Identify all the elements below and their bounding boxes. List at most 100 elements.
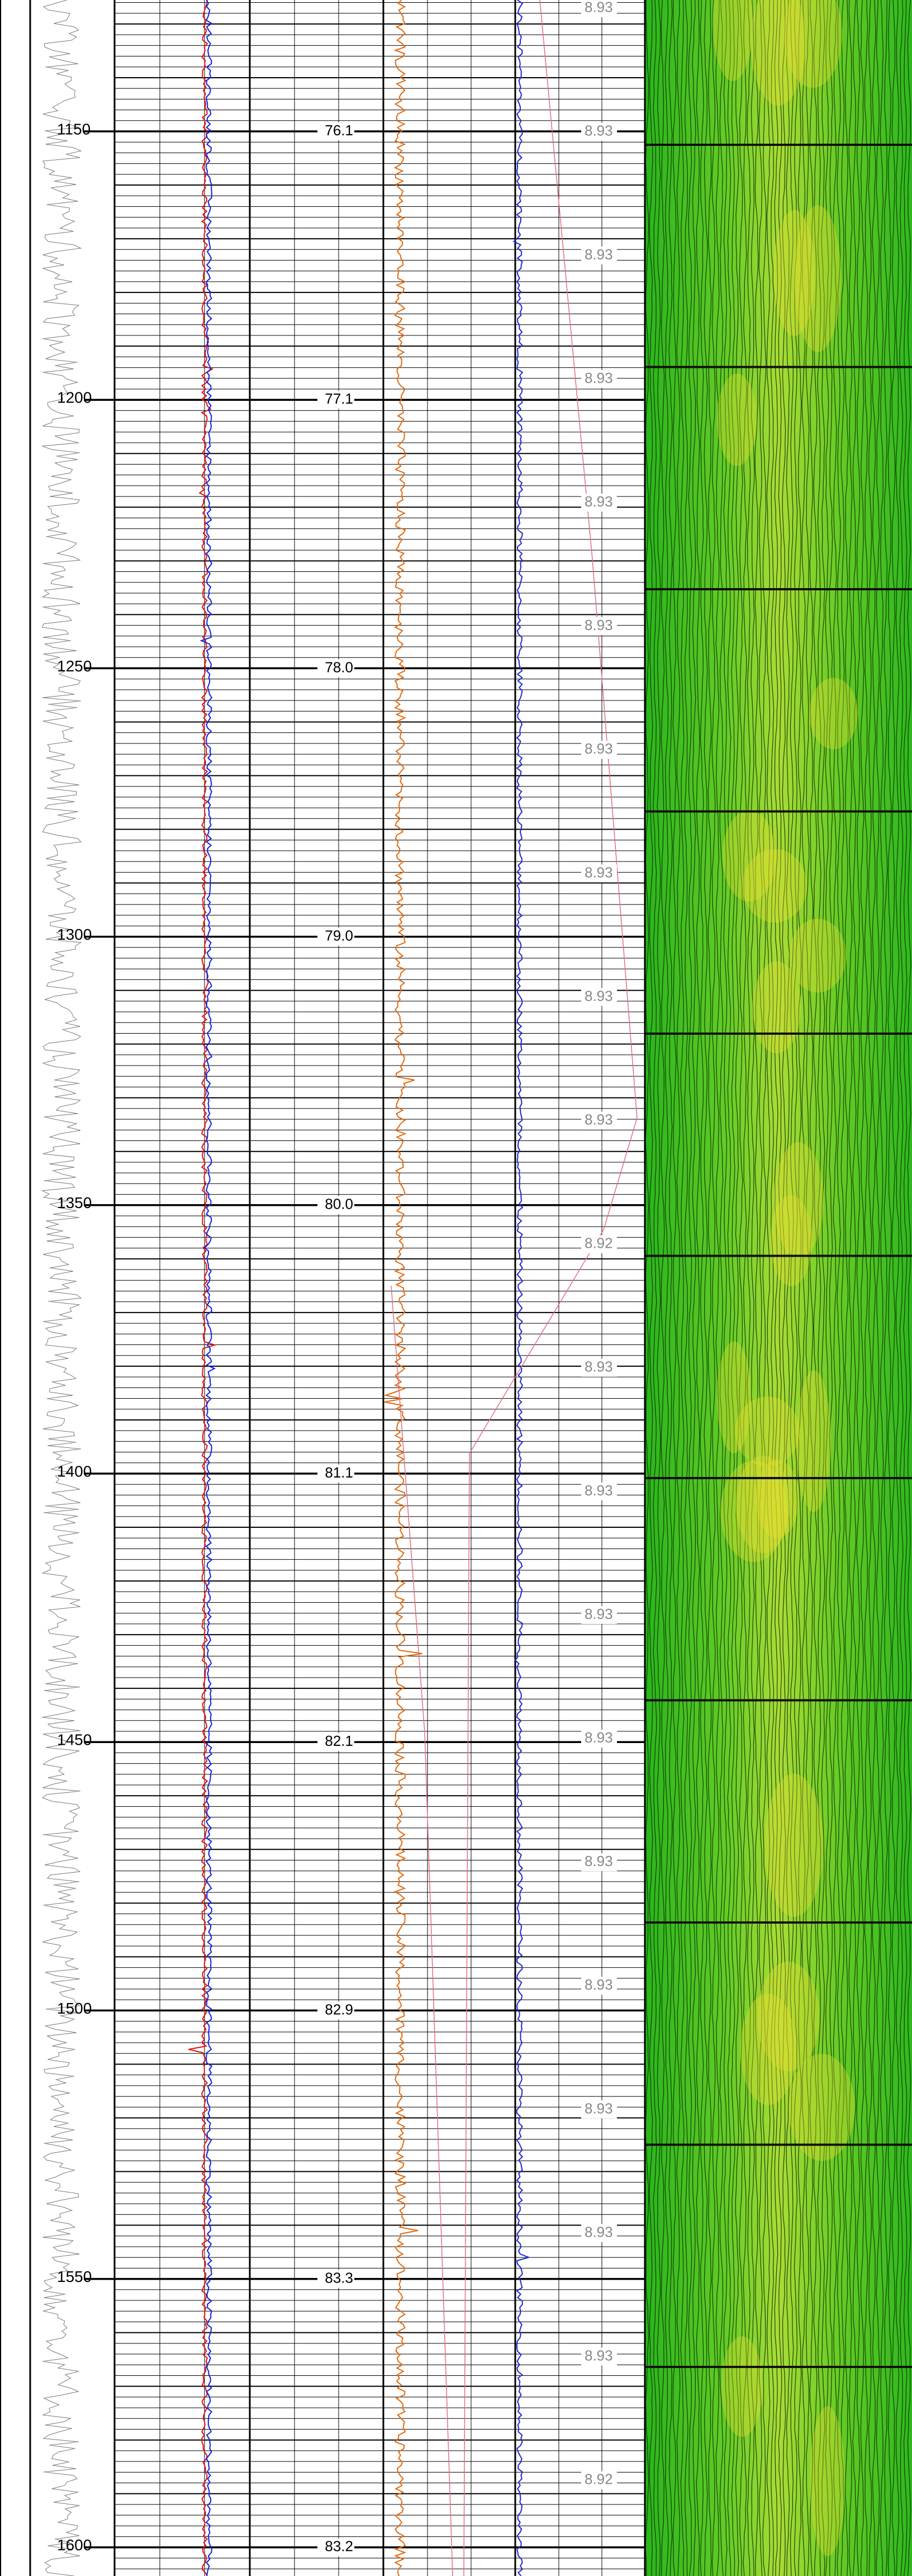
vdl-trace — [653, 0, 657, 2576]
vdl-highlight — [742, 849, 808, 923]
vdl-trace — [840, 0, 845, 2576]
track3-label: 8.93 — [585, 2100, 613, 2116]
vdl-trace — [676, 0, 681, 2576]
vdl-trace — [809, 0, 814, 2576]
vdl-trace — [696, 0, 700, 2576]
vdl-trace — [661, 0, 665, 2576]
depth-label: 1450 — [57, 1731, 92, 1749]
pink-curve-2 — [391, 1285, 453, 2576]
track3-label: 8.92 — [585, 1235, 613, 1252]
vdl-trace — [735, 0, 739, 2576]
orange-curve — [383, 0, 422, 2576]
vdl-trace — [704, 0, 708, 2576]
vdl-trace — [805, 0, 810, 2576]
label-bg — [317, 2538, 354, 2556]
label-bg — [581, 1977, 617, 1995]
track3-label: 8.93 — [585, 2223, 613, 2240]
vdl-highlight — [750, 0, 806, 106]
blue-curve — [200, 0, 216, 2576]
label-bg — [317, 2270, 354, 2288]
vdl-trace — [739, 0, 743, 2576]
vdl-trace — [837, 0, 841, 2576]
track2-label: 77.1 — [325, 390, 353, 407]
track2-label: 76.1 — [325, 122, 353, 139]
vdl-trace — [868, 0, 872, 2576]
track2-label: 81.1 — [325, 1464, 353, 1481]
vdl-trace — [864, 0, 868, 2576]
vdl-trace — [903, 0, 908, 2576]
vdl-trace — [743, 0, 747, 2576]
vdl-trace — [872, 0, 876, 2576]
vdl-trace — [876, 0, 880, 2576]
vdl-trace — [684, 0, 688, 2576]
vdl-trace — [856, 0, 861, 2576]
vdl-trace — [657, 0, 661, 2576]
track3-label: 8.93 — [585, 1729, 613, 1746]
vdl-highlight — [783, 0, 842, 88]
vdl-trace — [895, 0, 900, 2576]
depth-label: 1500 — [57, 2000, 92, 2017]
vdl-trace — [907, 0, 911, 2576]
vdl-trace — [680, 0, 685, 2576]
label-bg — [317, 1196, 354, 1214]
track3-label: 8.93 — [585, 987, 613, 1004]
vdl-trace — [758, 0, 763, 2576]
vdl-trace — [829, 0, 833, 2576]
label-bg — [581, 246, 617, 264]
vdl-trace — [668, 0, 673, 2576]
label-bg — [581, 1482, 617, 1500]
label-bg — [581, 1358, 617, 1377]
vdl-trace — [782, 0, 786, 2576]
vdl-highlight — [716, 1341, 752, 1453]
vdl-trace — [688, 0, 692, 2576]
label-bg — [581, 1235, 617, 1253]
depth-label: 1300 — [57, 926, 92, 943]
vdl-trace — [649, 0, 653, 2576]
track3-label: 8.93 — [585, 1853, 613, 1869]
label-bg — [581, 741, 617, 759]
vdl-trace — [786, 0, 790, 2576]
track2-label: 82.9 — [325, 2001, 353, 2018]
pink-curve — [463, 0, 638, 2576]
vdl-trace — [645, 0, 649, 2576]
label-bg — [581, 370, 617, 388]
vdl-trace — [887, 0, 892, 2576]
grid — [0, 0, 646, 2576]
label-bg — [581, 2347, 617, 2366]
vdl-trace — [711, 0, 716, 2576]
vdl-highlight — [752, 961, 801, 1054]
vdl-highlight — [722, 810, 776, 902]
track3-label: 8.93 — [585, 740, 613, 757]
vdl-trace — [797, 0, 802, 2576]
track2-label: 83.2 — [325, 2538, 353, 2555]
labels: 1150 1200 1250 1300 1350 1400 1450 1500 1550 1600… — [57, 0, 617, 2556]
label-bg — [317, 1465, 354, 1483]
vdl-trace — [774, 0, 778, 2576]
label-bg — [317, 927, 354, 946]
label-bg — [581, 2471, 617, 2489]
label-bg — [581, 122, 617, 141]
label-bg — [317, 659, 354, 678]
vdl-highlight — [809, 678, 858, 750]
vdl-trace — [817, 0, 821, 2576]
vdl-highlight — [770, 1195, 813, 1286]
vdl-trace — [754, 0, 759, 2576]
depth-label: 1200 — [57, 389, 92, 406]
vdl-trace — [825, 0, 829, 2576]
curves — [41, 0, 638, 2576]
label-bg — [581, 0, 617, 17]
track3-label: 8.93 — [585, 370, 613, 386]
depth-label: 1150 — [57, 120, 91, 138]
label-bg — [317, 122, 354, 140]
label-bg — [581, 1111, 617, 1130]
depth-label: 1350 — [57, 1194, 92, 1211]
vdl-image — [645, 0, 912, 2576]
vdl-highlight — [721, 2336, 763, 2437]
label-bg — [581, 2100, 617, 2119]
vdl-trace — [899, 0, 904, 2576]
vdl-highlight — [796, 1370, 831, 1512]
track2-label: 82.1 — [325, 1732, 353, 1749]
vdl-trace — [844, 0, 849, 2576]
label-bg — [581, 1606, 617, 1624]
